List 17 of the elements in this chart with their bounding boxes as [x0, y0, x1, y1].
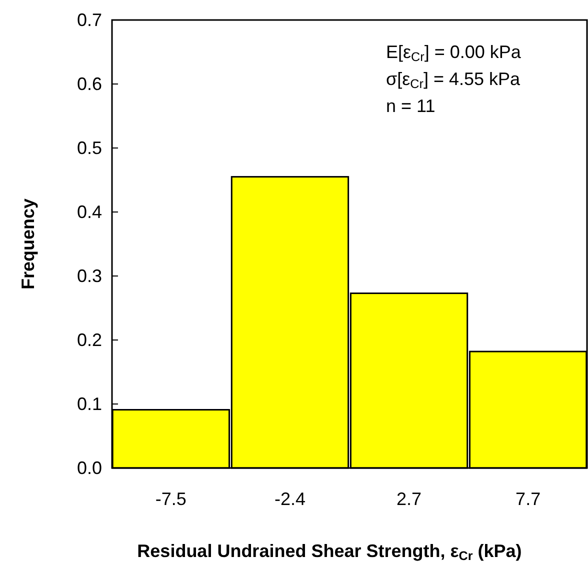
annotation: E[ε$_{Cr}$] = 0.00 kPa: [386, 42, 522, 64]
x-tick-label: 2.7: [396, 489, 422, 510]
y-axis-title: Frequency: [18, 198, 38, 290]
y-tick-label: 0.7: [76, 10, 102, 30]
y-tick-label: 0.5: [76, 138, 102, 158]
y-tick-label: 0.4: [76, 202, 102, 222]
y-tick-label: 0.1: [76, 394, 102, 414]
y-tick-label: 0.6: [76, 74, 102, 94]
x-axis-title: Residual Undrained Shear Strength, ε$_{Cr}$ (kPa): [137, 541, 522, 564]
annotation: n = 11: [386, 96, 436, 116]
annotation: σ[ε$_{Cr}$] = 4.55 kPa: [386, 69, 521, 92]
x-tick-label: 7.7: [516, 489, 541, 510]
y-tick-label: 0.3: [76, 266, 102, 286]
x-tick-label: -2.4: [274, 489, 306, 510]
x-tick-label: -7.5: [155, 489, 186, 510]
y-tick-label: 0.0: [76, 458, 102, 478]
y-tick-label: 0.2: [76, 330, 102, 350]
